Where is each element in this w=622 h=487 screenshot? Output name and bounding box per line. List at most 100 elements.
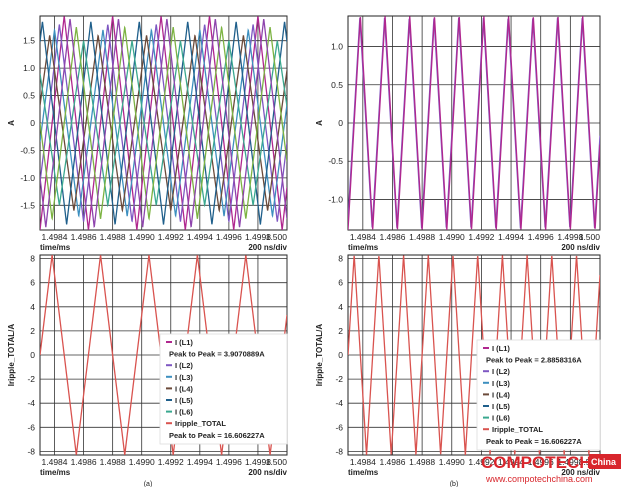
legend: I (L1) Peak to Peak = 2.8858316A I (L2) I (… xyxy=(476,339,601,451)
y-tick-label: 0 xyxy=(30,118,35,128)
x-tick-label: 1.4994 xyxy=(498,457,524,467)
legend-entry: I (L2) xyxy=(175,361,193,370)
x-tick-label: 1.4998 xyxy=(245,232,271,242)
y-tick-label: 4 xyxy=(30,302,35,312)
y-tick-label: -6 xyxy=(27,422,35,432)
y-axis-label: Iripple_TOTAL/A xyxy=(7,324,16,387)
y-tick-label: -2 xyxy=(27,374,35,384)
x-tick-label: 1.4994 xyxy=(187,232,213,242)
x-tick-label: 1.4996 xyxy=(216,232,242,242)
y-tick-label: -0.5 xyxy=(328,156,343,166)
y-tick-label: 0.5 xyxy=(331,80,343,90)
y-axis-label: A xyxy=(7,120,16,126)
x-tick-label: 1.4996 xyxy=(528,457,554,467)
legend-entry: I (L4) xyxy=(175,384,193,393)
panel-label: (b) xyxy=(450,481,459,487)
y-tick-label: -1.0 xyxy=(328,194,343,204)
y-tick-label: -8 xyxy=(335,446,343,456)
y-tick-label: 0 xyxy=(338,350,343,360)
x-axis-label: time/ms xyxy=(348,468,379,477)
series-line-5 xyxy=(40,39,287,208)
x-tick-label: 1.4984 xyxy=(42,457,68,467)
time-scale-label: 200 ns/div xyxy=(248,468,287,477)
x-tick-label: 1.4994 xyxy=(498,232,524,242)
y-tick-label: 2 xyxy=(30,326,35,336)
time-scale-label: 200 ns/div xyxy=(561,468,600,477)
y-tick-label: 1.0 xyxy=(331,42,343,52)
series-line-1 xyxy=(348,16,600,230)
legend-box xyxy=(476,339,601,451)
legend-entry: I (L6) xyxy=(175,408,193,417)
x-tick-label: 1.4996 xyxy=(216,457,242,467)
legend-entry: I (L2) xyxy=(492,367,510,376)
x-axis-label: time/ms xyxy=(40,243,71,252)
x-tick-label: 1.4984 xyxy=(350,457,376,467)
chart-a-bottom: 1.4984 1.4986 1.4988 1.4990 1.4992 1.4994 1.49… xyxy=(7,254,288,487)
series-line-4 xyxy=(40,21,287,225)
y-tick-label: -0.5 xyxy=(20,145,35,155)
x-tick-label: 1.4992 xyxy=(468,457,494,467)
x-tick-label: 1.4996 xyxy=(528,232,554,242)
time-scale-label: 200 ns/div xyxy=(561,243,600,252)
legend-entry: Iripple_TOTAL xyxy=(492,425,543,434)
x-tick-label: 1.4990 xyxy=(439,232,465,242)
y-tick-label: 8 xyxy=(338,254,343,264)
time-scale-label: 200 ns/div xyxy=(248,243,287,252)
legend-entry: I (L6) xyxy=(492,414,510,423)
legend-note: Peak to Peak = 3.9070889A xyxy=(169,350,265,359)
legend-entry: Iripple_TOTAL xyxy=(175,419,226,428)
series-line-7 xyxy=(40,18,287,228)
x-tick-label: 1.4994 xyxy=(187,457,213,467)
y-tick-label: -1.0 xyxy=(20,173,35,183)
x-tick-label: 1.4986 xyxy=(379,232,405,242)
legend-entry: I (L5) xyxy=(175,396,193,405)
panel-label: (a) xyxy=(144,481,153,487)
x-tick-label: 1.4998 xyxy=(557,457,583,467)
legend-note: Peak to Peak = 2.8858316A xyxy=(486,356,582,365)
x-axis-label: time/ms xyxy=(348,243,379,252)
x-tick-label: 1.4990 xyxy=(129,232,155,242)
chart-b-top: 1.4984 1.4986 1.4988 1.4990 1.4992 1.4994 1.49… xyxy=(315,15,601,252)
x-tick-label: 1.4992 xyxy=(158,232,184,242)
legend-entry: I (L4) xyxy=(492,390,510,399)
legend-entry: I (L3) xyxy=(492,379,510,388)
x-tick-label: 1.4988 xyxy=(409,232,435,242)
x-axis-label: time/ms xyxy=(40,468,71,477)
x-tick-label: 1.4992 xyxy=(468,232,494,242)
x-tick-label: 1.4992 xyxy=(158,457,184,467)
legend-note: Peak to Peak = 16.606227A xyxy=(169,431,265,440)
chart-b-bottom: 1.4984 1.4986 1.4988 1.4990 1.4992 1.4994 1.49… xyxy=(315,254,601,487)
y-tick-label: -2 xyxy=(335,374,343,384)
x-tick-label: 1.4986 xyxy=(71,457,97,467)
y-tick-label: 2 xyxy=(338,326,343,336)
y-tick-label: -4 xyxy=(335,398,343,408)
y-tick-label: -1.5 xyxy=(20,200,35,210)
legend: I (L1) Peak to Peak = 3.9070889A I (L2) I (… xyxy=(159,333,288,445)
x-tick-label: 1.500 xyxy=(266,457,288,467)
x-tick-label: 1.4990 xyxy=(439,457,465,467)
y-tick-label: 1.0 xyxy=(23,63,35,73)
y-tick-label: 0.5 xyxy=(23,91,35,101)
y-tick-label: 1.5 xyxy=(23,36,35,46)
y-axis-label: Iripple_TOTAL/A xyxy=(315,324,324,387)
watermark-url: www.compotechchina.com xyxy=(485,474,593,484)
series-line-0 xyxy=(40,16,287,230)
chart-a-top: 1.4984 1.4986 1.4988 1.4990 1.4992 1.4994 1.49… xyxy=(7,15,288,252)
x-tick-label: 1.500 xyxy=(579,232,601,242)
watermark: COMPOTECH China www.compotechchina.com xyxy=(481,453,621,484)
x-tick-label: 1.4998 xyxy=(557,232,583,242)
legend-entry: I (L1) xyxy=(492,344,510,353)
watermark-brand: COMPOTECH xyxy=(481,453,592,472)
x-tick-label: 1.500 xyxy=(266,232,288,242)
legend-box xyxy=(159,333,288,445)
legend-note: Peak to Peak = 16.606227A xyxy=(486,437,582,446)
y-tick-label: 6 xyxy=(338,278,343,288)
series-line-6 xyxy=(40,25,287,221)
y-tick-label: -6 xyxy=(335,422,343,432)
watermark-tag: China xyxy=(591,457,617,467)
legend-entry: I (L5) xyxy=(492,402,510,411)
x-tick-label: 1.4984 xyxy=(42,232,68,242)
x-tick-label: 1.4988 xyxy=(100,232,126,242)
x-tick-label: 1.4988 xyxy=(409,457,435,467)
y-tick-label: 0 xyxy=(30,350,35,360)
